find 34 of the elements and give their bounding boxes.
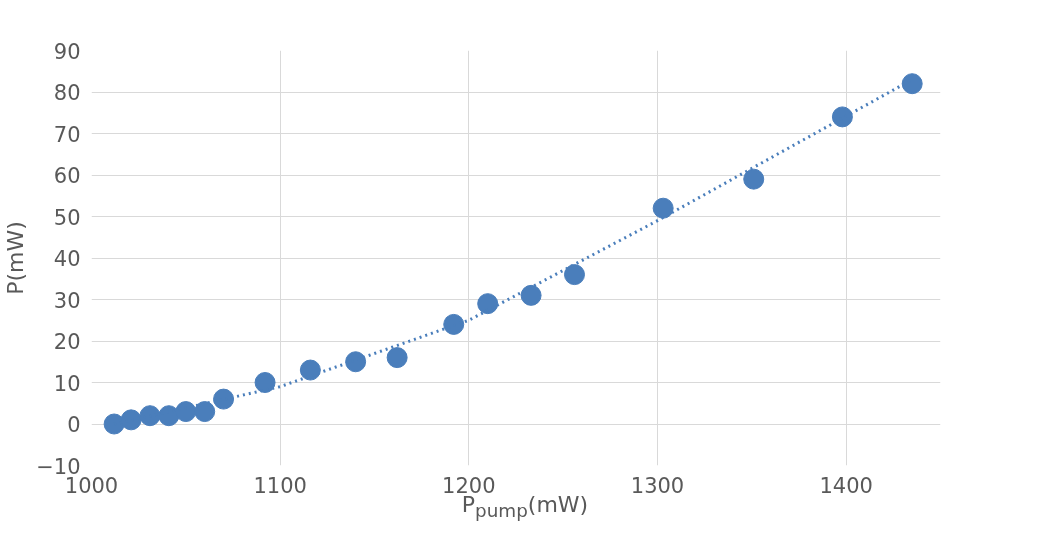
y-tick-label: 60 (53, 164, 81, 188)
y-tick-label: 10 (53, 371, 81, 396)
point (901, 73, 923, 95)
point (386, 347, 408, 369)
point (831, 106, 853, 128)
y-axis-title: P(mW) (3, 221, 29, 295)
y-tick-label: 40 (53, 247, 81, 271)
point (120, 409, 142, 431)
y-tick-label: 20 (53, 330, 81, 354)
point (743, 168, 765, 190)
point (103, 413, 125, 435)
point (477, 293, 499, 315)
y-tick-label: 90 (53, 39, 81, 64)
point (254, 372, 276, 393)
point (443, 313, 465, 335)
y-tick-label: 50 (53, 205, 81, 230)
point (194, 401, 216, 423)
point (213, 388, 235, 410)
point (139, 405, 161, 427)
point (563, 264, 585, 286)
x-tick-label: 1400 (819, 473, 873, 498)
point (652, 197, 674, 219)
point (520, 284, 542, 306)
point (345, 351, 367, 373)
x-tick-label: 1000 (64, 473, 119, 498)
x-tick-label: 1300 (630, 473, 685, 498)
y-tick-label: 80 (53, 81, 81, 105)
point (175, 401, 197, 423)
point (299, 359, 321, 381)
y-tick-label: 30 (53, 288, 81, 313)
x-axis-title: P$_{pump}$(mW) (461, 492, 589, 524)
y-tick-label: 0 (67, 413, 81, 437)
y-tick-label: 70 (53, 122, 81, 147)
x-tick-label: 1100 (253, 473, 307, 498)
